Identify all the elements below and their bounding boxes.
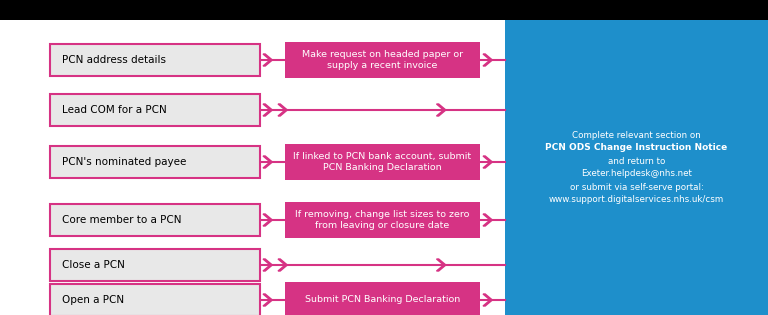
Polygon shape — [263, 104, 273, 116]
Text: Core member to a PCN: Core member to a PCN — [62, 215, 181, 225]
Text: If linked to PCN bank account, submit
PCN Banking Declaration: If linked to PCN bank account, submit PC… — [293, 152, 472, 172]
FancyBboxPatch shape — [50, 94, 260, 126]
FancyBboxPatch shape — [285, 202, 480, 238]
FancyBboxPatch shape — [0, 0, 768, 20]
Polygon shape — [278, 104, 287, 116]
Text: Submit PCN Banking Declaration: Submit PCN Banking Declaration — [305, 295, 460, 305]
Polygon shape — [263, 54, 273, 66]
FancyBboxPatch shape — [285, 144, 480, 180]
FancyBboxPatch shape — [50, 249, 260, 281]
Text: PCN address details: PCN address details — [62, 55, 166, 65]
Text: or submit via self-serve portal:: or submit via self-serve portal: — [570, 182, 703, 192]
Text: Close a PCN: Close a PCN — [62, 260, 125, 270]
Polygon shape — [436, 104, 446, 116]
Polygon shape — [483, 214, 492, 226]
FancyBboxPatch shape — [50, 44, 260, 76]
Polygon shape — [436, 259, 446, 271]
Text: www.support.digitalservices.nhs.uk/csm: www.support.digitalservices.nhs.uk/csm — [549, 196, 724, 204]
Polygon shape — [278, 259, 287, 271]
Polygon shape — [263, 294, 273, 306]
Text: Lead COM for a PCN: Lead COM for a PCN — [62, 105, 167, 115]
Polygon shape — [483, 156, 492, 168]
Polygon shape — [483, 294, 492, 306]
Text: PCN's nominated payee: PCN's nominated payee — [62, 157, 187, 167]
Text: Complete relevant section on: Complete relevant section on — [572, 130, 701, 140]
Polygon shape — [263, 259, 273, 271]
FancyBboxPatch shape — [50, 146, 260, 178]
Polygon shape — [263, 214, 273, 226]
Text: Exeter.helpdesk@nhs.net: Exeter.helpdesk@nhs.net — [581, 169, 692, 179]
FancyBboxPatch shape — [0, 20, 768, 315]
FancyBboxPatch shape — [285, 42, 480, 78]
FancyBboxPatch shape — [505, 20, 768, 315]
Text: PCN ODS Change Instruction Notice: PCN ODS Change Instruction Notice — [545, 144, 727, 152]
Text: (v5): (v5) — [510, 23, 530, 33]
Text: Open a PCN: Open a PCN — [62, 295, 124, 305]
Text: and return to: and return to — [607, 157, 665, 165]
FancyBboxPatch shape — [50, 284, 260, 315]
FancyBboxPatch shape — [50, 204, 260, 236]
Text: If removing, change list sizes to zero
from leaving or closure date: If removing, change list sizes to zero f… — [296, 209, 470, 230]
Polygon shape — [263, 156, 273, 168]
Polygon shape — [483, 54, 492, 66]
FancyBboxPatch shape — [285, 282, 480, 315]
Text: Make request on headed paper or
supply a recent invoice: Make request on headed paper or supply a… — [302, 49, 463, 70]
